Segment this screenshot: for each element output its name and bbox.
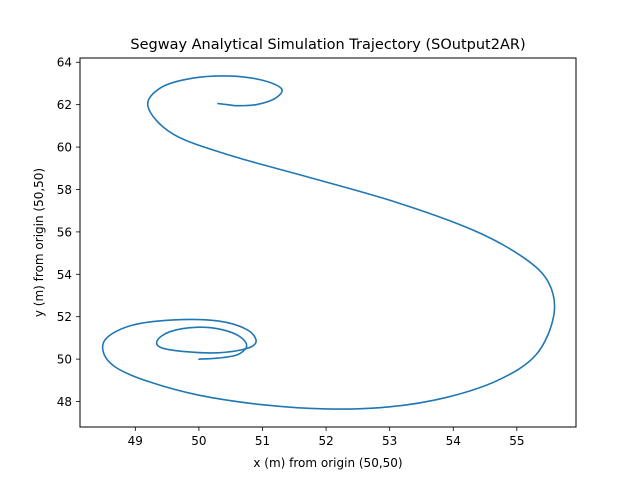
y-tick-label: 62	[57, 98, 72, 112]
axes-frame	[79, 57, 577, 428]
y-tick-label: 52	[57, 310, 72, 324]
x-tick-label: 51	[255, 434, 270, 448]
y-tick-label: 64	[57, 56, 72, 70]
y-tick-label: 60	[57, 141, 72, 155]
y-axis: 48 50 52 54 56 58 60 62 64	[57, 56, 80, 409]
x-axis: 49 50 51 52 53 54 55	[128, 427, 525, 448]
y-tick-label: 56	[57, 225, 72, 239]
y-tick-label: 54	[57, 268, 72, 282]
y-tick-label: 58	[57, 183, 72, 197]
x-tick-label: 50	[191, 434, 206, 448]
plot-area	[79, 57, 577, 428]
x-tick-label: 52	[318, 434, 333, 448]
x-tick-label: 53	[382, 434, 397, 448]
x-axis-label: x (m) from origin (50,50)	[253, 456, 402, 470]
x-tick-label: 55	[509, 434, 524, 448]
trajectory-line	[101, 75, 556, 410]
y-tick-label: 50	[57, 353, 72, 367]
x-tick-label: 54	[446, 434, 461, 448]
x-tick-label: 49	[128, 434, 143, 448]
y-axis-label: y (m) from origin (50,50)	[32, 168, 46, 317]
chart-title: Segway Analytical Simulation Trajectory …	[130, 37, 525, 53]
y-tick-label: 48	[57, 395, 72, 409]
